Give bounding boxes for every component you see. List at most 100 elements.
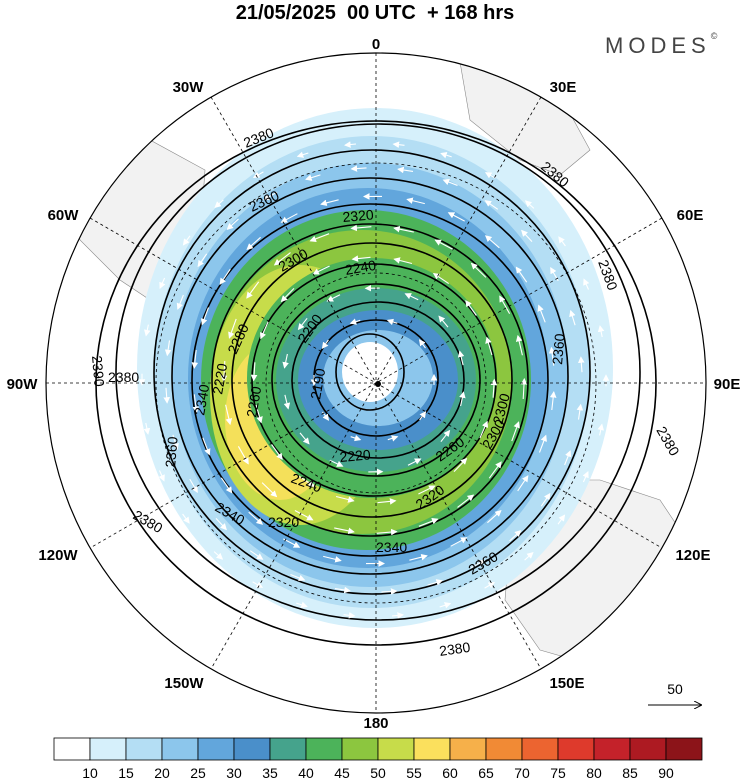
reference-vector-label: 50 [667,681,683,697]
colorbar-tick-label: 25 [190,765,206,781]
wind-vector-arrow [282,353,289,369]
wind-vector-arrow [540,492,551,507]
wind-vector-arrow [509,530,522,542]
contour-label: 2320 [268,514,299,530]
wind-vector-arrow [538,434,547,453]
lon-label-90w: 90W [7,376,39,393]
longitude-labels: 0 30E 60E 90E 120E 150E 180 150W 120W 90… [7,36,741,730]
lon-label-180: 180 [363,715,388,730]
wind-vector-arrow [440,152,452,159]
wind-vector-arrow [164,340,172,357]
lon-label-30e: 30E [550,79,577,96]
wind-vector-arrow [386,318,398,326]
wind-vector-arrow [381,588,398,595]
wind-vector-arrow [260,321,269,340]
wind-vector-arrow [323,555,342,563]
wind-vector-arrow [511,421,520,442]
lon-label-120w: 120W [38,547,78,564]
wind-vector-arrow [485,336,493,356]
wind-vector-arrow [499,295,511,314]
colorbar-tick-label: 35 [262,765,278,781]
wind-vector-arrow [393,225,414,233]
map-border [45,52,707,714]
wind-vector-arrow [440,429,451,443]
colorbar-swatch [233,737,271,761]
lon-label-150e: 150E [549,675,584,692]
wind-vector-arrow [434,239,454,250]
lon-label-120e: 120E [675,547,710,564]
lon-label-90e: 90E [714,376,741,393]
wind-shade-10-center [342,342,398,402]
wind-vector-arrow [290,573,306,582]
wind-vector-arrow [524,551,534,561]
colorbar-swatch [125,737,163,761]
wind-vector-arrow [558,236,566,247]
wind-vector-arrow [159,277,166,290]
wind-vector-arrow [459,391,466,407]
polar-map: 0 30E 60E 90E 120E 150E 180 150W 120W 90… [7,36,741,730]
wind-vector-arrow [237,446,249,465]
wind-vector-arrow [172,434,179,451]
wind-vector-arrow [442,178,458,187]
wind-vector-arrow [484,235,500,249]
wind-vector-arrow [305,174,321,181]
wind-vector-arrow [252,581,264,588]
wind-vector-arrow [343,612,356,619]
wind-vector-arrow [465,300,477,316]
wind-vector-arrow [326,294,341,302]
wind-vector-arrow [470,262,487,278]
wind-vector-arrow [213,551,224,560]
colorbar-tick-label: 45 [334,765,350,781]
contour-label: 2220 [209,362,230,396]
wind-vector-arrow [439,602,452,609]
south-pole-dot [375,381,381,387]
wind-vector-arrow [201,307,210,326]
wind-vector-arrow [349,318,361,325]
contour-label: 2360 [549,333,568,366]
copyright-mark: © [710,31,718,41]
wind-vector-arrow [220,360,228,383]
colorbar-tick-label: 15 [118,765,134,781]
wind-vector-arrow [457,494,475,508]
wind-vector-arrow [158,470,165,482]
wind-vector-arrow [409,553,428,561]
contour-2360 [153,149,591,595]
wind-vector-arrow [404,293,419,301]
wind-vector-arrow [248,511,264,525]
colorbar-tick-label: 55 [406,765,422,781]
colorbar: 10 15 20 25 30 35 40 45 50 55 60 65 70 75 80 85 90 [53,737,703,781]
wind-vector-arrow [294,510,314,521]
wind-vector-arrow [182,513,190,524]
wind-vector-arrow [296,151,309,158]
wind-vector-arrow [597,423,604,436]
wind-vector-arrow [350,224,372,232]
wind-vector-arrow [392,141,405,148]
wind-vector-arrow [387,435,399,442]
wind-vector-arrow [470,559,485,569]
wind-vector-arrow [299,432,310,445]
contour-label: 2340 [191,383,212,417]
wind-vector-arrow [263,191,278,201]
colorbar-tick-label: 80 [586,765,602,781]
wind-vector-arrow [189,478,198,494]
wind-vector-arrow [202,437,211,456]
colorbar-tick-label: 85 [622,765,638,781]
wind-vector-arrow [453,457,468,472]
wind-vector-arrow [283,538,301,548]
wind-vector-arrow [312,265,330,275]
colorbar-swatches [53,737,703,761]
wind-vector-arrow [487,509,502,524]
wind-vector-arrow [228,318,237,339]
wind-vector-arrow [225,404,233,426]
wind-vector-arrow [176,294,184,310]
wind-vector-arrow [191,349,199,369]
colorbar-swatch [377,737,415,761]
colorbar-tick-label: 60 [442,765,458,781]
colorbar-swatch [341,737,379,761]
wind-vector-arrow [484,582,496,589]
wind-vector-arrow [484,172,496,179]
colorbar-tick-label: 30 [226,765,242,781]
wind-vector-arrow [537,304,546,323]
colorbar-swatch [269,737,307,761]
wind-vector-arrow [549,391,557,411]
